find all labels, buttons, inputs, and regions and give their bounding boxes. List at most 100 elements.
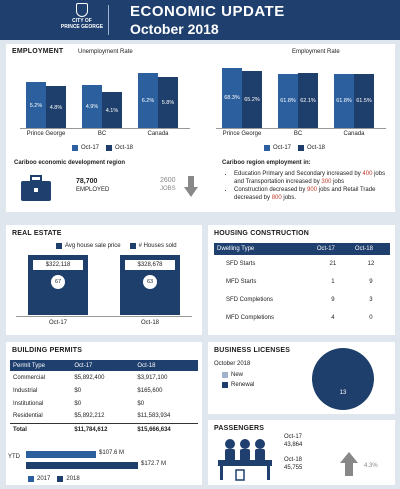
cariboo-dev-title: Cariboo economic development region xyxy=(14,160,126,166)
arrow-down-icon xyxy=(184,176,198,197)
legend-swatch-oct17 xyxy=(72,145,78,151)
legend-swatch-oct17 xyxy=(264,145,270,151)
chart-bar: 4.8% xyxy=(46,86,66,128)
chart-bar: 62.1% xyxy=(298,73,318,128)
table-row: MFD Completions 4 0 xyxy=(226,315,373,321)
unemployment-chart: 5.2% 4.8% Prince George 4.9% 4.1% BC 6.2% 5.8% C… xyxy=(20,58,190,158)
bullet-decrease: Construction decreased by 900 jobs and R… xyxy=(234,186,388,202)
bar-value-label: 4.9% xyxy=(85,104,99,110)
table-row: Residential $5,892,212 $11,583,934 xyxy=(10,410,198,423)
passengers-oct18-value: 45,755 xyxy=(284,465,303,471)
unemployment-chart-title: Unemployment Rate xyxy=(78,49,133,55)
cariboo-emp-title: Cariboo region employment in: xyxy=(222,160,311,166)
passengers-oct18-label: Oct-18 xyxy=(284,457,303,463)
bar-value-label: 4.1% xyxy=(105,108,119,114)
legend-swatch-new xyxy=(222,372,228,378)
legend-swatch-2017 xyxy=(28,476,34,482)
axis-line xyxy=(20,128,190,129)
legend-oct18: Oct-18 xyxy=(307,145,326,151)
jobs-label: JOBS xyxy=(160,186,176,192)
ytd-bar xyxy=(26,451,96,458)
cariboo-bullets: Education Primary and Secondary increase… xyxy=(228,170,388,202)
legend-sold: # Houses sold xyxy=(138,243,177,249)
bar-value-label: 4.8% xyxy=(49,105,63,111)
arrow-up-icon xyxy=(340,452,358,476)
employment-title: EMPLOYMENT xyxy=(12,48,64,55)
real-estate-panel: REAL ESTATE Avg house sale price # House… xyxy=(6,225,202,335)
chart-bar: 68.3% xyxy=(222,68,242,128)
chart-bar: 6.2% xyxy=(138,73,158,128)
oct18-price-bar: $328,678 63 xyxy=(120,255,180,315)
employed-number: 78,700 xyxy=(76,178,98,185)
legend-swatch-2018 xyxy=(57,476,64,482)
employed-label: EMPLOYED xyxy=(76,187,110,193)
category-label: BC xyxy=(97,131,107,137)
ytd-bar xyxy=(26,462,138,469)
jobs-number: 2600 xyxy=(160,177,176,184)
renewal-value: 13 xyxy=(339,390,347,396)
employment-panel: EMPLOYMENT Unemployment Rate Employment … xyxy=(6,44,395,212)
housing-panel: HOUSING CONSTRUCTION Dwelling Type Oct-17… xyxy=(208,225,395,335)
legend-renewal-row: Renewal xyxy=(222,382,254,388)
ytd-chart: $107.6 M $172.7 M xyxy=(26,450,202,474)
passengers-oct17: Oct-17 43,864 xyxy=(284,433,302,449)
employment-rate-chart: 68.3% 65.2% Prince George 61.8% 62.1% BC 61.8%… xyxy=(216,58,386,158)
licenses-title: BUSINESS LICENSES xyxy=(214,347,291,354)
chart-bar: 4.1% xyxy=(102,92,122,128)
chart-bar: 4.9% xyxy=(82,85,102,128)
oct17-price-bar: $322,118 67 xyxy=(28,255,88,315)
licenses-pie: 13 xyxy=(312,348,374,410)
legend-swatch-oct18 xyxy=(298,145,305,151)
table-row: Commercial $5,892,400 $3,917,100 xyxy=(13,374,168,381)
housing-table: Dwelling Type Oct-17 Oct-18 SFD Starts 21 12… xyxy=(214,243,390,327)
passengers-icon xyxy=(218,439,272,481)
city-logo: CITY OF PRINCE GEORGE xyxy=(58,3,106,37)
page-header: CITY OF PRINCE GEORGE ECONOMIC UPDATE Oc… xyxy=(0,0,400,40)
bar-value-label: 68.3% xyxy=(224,95,240,101)
ytd-value-label: $107.6 M xyxy=(99,450,125,456)
chart-bar: 5.8% xyxy=(158,77,178,128)
passengers-oct18: Oct-18 45,755 xyxy=(284,456,302,472)
housing-header-row: Dwelling Type Oct-17 Oct-18 xyxy=(214,243,390,255)
category-label: BC xyxy=(293,131,303,137)
bullet-increase: Education Primary and Secondary increase… xyxy=(234,170,388,186)
category-label: Canada xyxy=(343,131,365,137)
bar-value-label: 61.8% xyxy=(336,98,352,104)
bar-value-label: 61.8% xyxy=(280,98,296,104)
oct17-sold: 67 xyxy=(51,275,65,289)
chart-bar: 61.8% xyxy=(278,74,298,128)
permits-header-row: Permit Type Oct-17 Oct-18 xyxy=(10,360,198,371)
legend-2018: 2018 xyxy=(66,476,80,482)
legend-price: Avg house sale price xyxy=(65,243,121,249)
bar-value-label: 6.2% xyxy=(141,98,155,104)
real-estate-legend: Avg house sale price # Houses sold xyxy=(56,243,177,249)
ytd-value-label: $172.7 M xyxy=(141,461,167,467)
legend-swatch-sold xyxy=(129,243,136,249)
bar-value-label: 65.2% xyxy=(244,97,260,103)
logo-line2: PRINCE GEORGE xyxy=(60,24,104,30)
legend-oct17: Oct-17 xyxy=(81,145,100,151)
housing-title: HOUSING CONSTRUCTION xyxy=(214,230,309,237)
page-title: ECONOMIC UPDATE xyxy=(130,3,285,20)
oct18-label: Oct-18 xyxy=(140,320,159,326)
chart-bar: 61.5% xyxy=(354,74,374,128)
header-divider xyxy=(108,5,109,35)
bar-value-label: 61.5% xyxy=(356,98,372,104)
table-row: SFD Starts 21 12 xyxy=(226,261,375,267)
category-label: Prince George xyxy=(26,131,66,137)
legend-new-row: New xyxy=(222,372,243,378)
page-subtitle: October 2018 xyxy=(130,21,219,37)
oct18-sold: 63 xyxy=(143,275,157,289)
bar-value-label: 5.8% xyxy=(161,100,175,106)
ytd-label: YTD xyxy=(8,454,20,460)
category-label: Prince George xyxy=(222,131,262,137)
permits-table: Permit Type Oct-17 Oct-18 Commercial $5,892… xyxy=(10,360,198,437)
unemployment-legend: Oct-17 Oct-18 xyxy=(72,145,133,151)
logo-line1: CITY OF xyxy=(72,18,92,24)
axis-line xyxy=(216,128,386,129)
briefcase-icon xyxy=(21,175,51,201)
passengers-change: 4.3% xyxy=(364,463,378,469)
crest-icon xyxy=(76,3,88,17)
legend-2017: 2017 xyxy=(37,476,51,482)
oct17-label: Oct-17 xyxy=(48,320,67,326)
